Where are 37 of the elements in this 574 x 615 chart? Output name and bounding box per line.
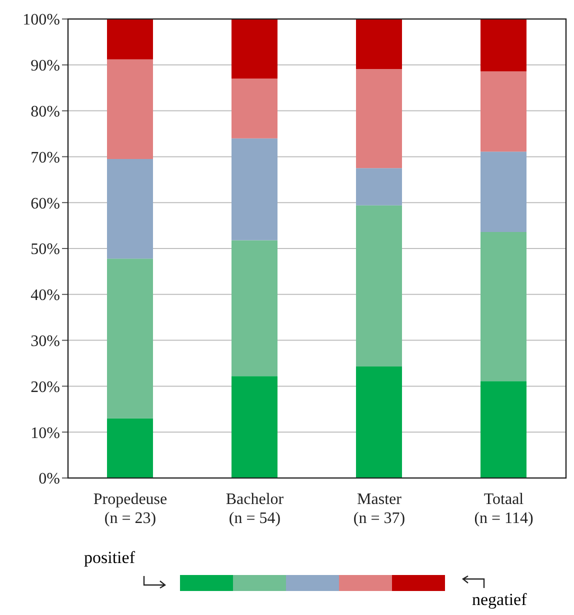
bar	[480, 232, 526, 382]
bar	[232, 138, 278, 240]
bar	[480, 19, 526, 72]
y-tick-label: 60%	[30, 195, 60, 212]
bar	[356, 168, 402, 206]
y-tick-label: 0%	[38, 470, 60, 488]
bar	[107, 258, 153, 418]
y-tick-label: 80%	[30, 103, 60, 120]
y-tick-label: 20%	[30, 378, 60, 396]
x-tick-label: Propedeuse (n = 23)	[93, 491, 168, 527]
y-tick-label: 40%	[30, 287, 60, 304]
y-tick-label: 50%	[30, 241, 60, 258]
bar	[480, 381, 526, 478]
y-tick-label: 30%	[30, 332, 60, 350]
x-tick-label: Totaal (n = 114)	[474, 491, 534, 527]
y-tick-label: 70%	[30, 149, 60, 166]
bar	[356, 366, 402, 478]
text: negatief	[472, 590, 527, 610]
text: positief	[84, 548, 135, 568]
bar	[232, 19, 278, 79]
bar	[232, 376, 278, 478]
bar	[356, 19, 402, 70]
x-tick-label: Master (n = 37)	[353, 491, 406, 527]
bar	[107, 158, 153, 259]
bar	[107, 418, 153, 478]
bar	[356, 69, 402, 168]
bar	[356, 205, 402, 366]
y-tick-label: 90%	[30, 58, 60, 75]
bar	[107, 19, 153, 60]
bar	[480, 71, 526, 152]
bar	[232, 240, 278, 376]
bar	[107, 59, 153, 159]
y-tick-label: 10%	[30, 424, 60, 442]
x-tick-label: Bachelor (n = 54)	[226, 491, 284, 527]
bar	[480, 152, 526, 232]
y-tick-label: 100%	[22, 12, 60, 29]
bar	[232, 78, 278, 138]
